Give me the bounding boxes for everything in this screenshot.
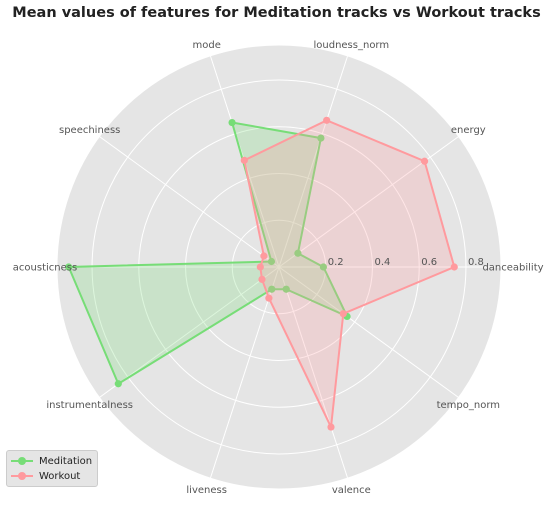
data-point — [339, 310, 347, 318]
data-point — [294, 249, 302, 257]
radial-tick-label: 0.4 — [374, 257, 390, 268]
data-point — [319, 263, 327, 271]
data-point — [265, 294, 273, 302]
legend-swatch-workout — [11, 470, 33, 482]
spoke-line — [99, 266, 280, 398]
spoke-line — [99, 136, 280, 268]
legend-swatch-meditation — [11, 455, 33, 467]
data-point — [420, 157, 429, 165]
data-point — [267, 257, 276, 266]
radial-tick-label: 0.6 — [421, 257, 437, 268]
spoke-line — [278, 55, 349, 268]
data-point — [228, 118, 236, 127]
data-point — [260, 252, 268, 260]
legend-item-meditation: Meditation — [11, 454, 92, 468]
legend-item-workout: Workout — [11, 469, 80, 483]
radial-tick-label: 0.8 — [468, 257, 484, 268]
data-point — [256, 263, 264, 271]
data-point — [258, 275, 266, 283]
data-point — [114, 380, 122, 388]
legend-label-meditation: Meditation — [39, 455, 93, 467]
radial-tick-label: 0.2 — [328, 257, 344, 268]
axis-label: instrumentalness — [46, 400, 133, 411]
axis-label: acousticness — [13, 263, 77, 274]
spoke-line — [278, 266, 349, 479]
series-area — [244, 120, 455, 428]
data-point — [268, 285, 276, 293]
spoke-line — [209, 266, 280, 479]
data-point — [450, 263, 458, 271]
axis-label: tempo_norm — [437, 400, 500, 411]
axis-label: speechiness — [59, 125, 120, 136]
spoke-line — [278, 136, 459, 268]
axis-label: energy — [451, 125, 486, 136]
axis-label: danceability — [482, 263, 543, 274]
legend-label-workout: Workout — [39, 470, 81, 482]
axis-label: mode — [193, 40, 221, 51]
data-point — [240, 156, 248, 164]
legend: Meditation Workout — [6, 450, 98, 487]
data-point — [327, 423, 335, 431]
spoke-line — [278, 266, 459, 398]
series-area — [68, 122, 348, 384]
axis-label: loudness_norm — [313, 40, 389, 51]
series-layer — [65, 116, 458, 431]
axis-label: liveness — [186, 485, 227, 496]
data-point — [323, 116, 331, 124]
data-point — [65, 263, 73, 271]
chart-title: Mean values of features for Meditation t… — [12, 5, 541, 21]
data-point — [282, 285, 290, 293]
axis-label: valence — [332, 485, 371, 496]
data-point — [317, 134, 325, 142]
